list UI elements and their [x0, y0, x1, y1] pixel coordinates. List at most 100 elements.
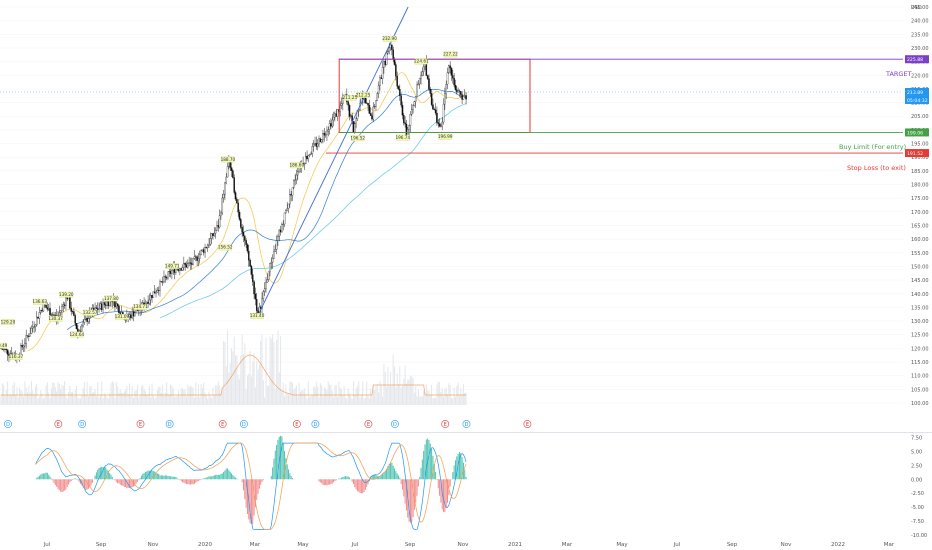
price-label-text: 120.49 [0, 343, 8, 348]
volume-bar [103, 393, 105, 405]
volume-bar [140, 386, 142, 405]
volume-bar [306, 398, 308, 405]
price-label-box [83, 309, 97, 316]
volume-bar [16, 387, 18, 405]
candle-body [189, 262, 192, 264]
candle-body [149, 295, 152, 301]
macd-histogram-bar [461, 457, 463, 480]
volume-bar [297, 396, 299, 405]
macd-histogram-bar [74, 478, 76, 480]
volume-bar [189, 386, 191, 405]
price-tick-label: 205.00 [911, 114, 929, 120]
candle-body [316, 143, 319, 147]
macd-histogram-bar [146, 471, 148, 480]
candle-body [384, 61, 386, 65]
volume-bar [266, 385, 268, 405]
candle-body [26, 335, 29, 337]
volume-bar [286, 393, 288, 405]
volume-bar [398, 384, 399, 405]
macd-histogram-bar [121, 479, 123, 486]
volume-bar [384, 371, 386, 405]
volume-bar [362, 381, 364, 405]
candle-body [392, 49, 394, 60]
macd-histogram-bar [220, 473, 222, 480]
candle-body [442, 103, 445, 123]
macd-histogram-bar [272, 467, 274, 480]
candle-body [179, 268, 181, 271]
candle-body [340, 103, 343, 106]
macd-histogram-bar [86, 479, 88, 490]
volume-bar [203, 382, 205, 405]
candle-body [315, 143, 318, 147]
volume-bar [183, 389, 185, 405]
candle-body [241, 227, 243, 233]
event-marker-label: D [465, 422, 469, 428]
macd-histogram-bar [236, 478, 238, 480]
volume-bar [135, 390, 137, 405]
macd-histogram-bar [416, 479, 418, 496]
price-tick-label: 170.00 [911, 210, 929, 216]
target-label: TARGET [885, 70, 912, 78]
oscillator-tick-label: -10.00 [911, 533, 927, 539]
candle-body [274, 249, 277, 252]
macd-histogram-bar [437, 479, 439, 489]
candle-body [352, 121, 355, 133]
price-point-labels: 120.49 129.20 116.37 136.63 130.37 139.20 124.… [0, 35, 458, 360]
candle-body [240, 219, 242, 228]
candle-body [440, 125, 442, 127]
price-tag-text: 191.52 [907, 151, 923, 157]
macd-histogram-bar [109, 473, 111, 480]
volume-bar [383, 364, 385, 405]
macd-histogram-bar [223, 471, 225, 480]
candle-body [65, 297, 67, 306]
candle-body [74, 315, 76, 324]
volume-bar [359, 397, 361, 405]
price-label-box [438, 133, 452, 140]
candle-body [61, 306, 63, 311]
candle-body [330, 123, 332, 127]
volume-bar [260, 341, 262, 405]
macd-histogram-bar [233, 476, 235, 480]
volume-bar [327, 381, 329, 405]
candle-body [318, 138, 320, 145]
candle-body [414, 96, 417, 102]
drawing-tools[interactable] [0, 6, 903, 318]
candle-body [180, 268, 182, 271]
volume-bar [354, 394, 356, 405]
candle-body [314, 143, 316, 145]
candle-body [230, 167, 233, 171]
macd-histogram-bar [370, 477, 372, 480]
macd-histogram-bar [249, 479, 251, 524]
volume-bar [32, 390, 34, 405]
volume-bar [154, 398, 156, 405]
macd-histogram-bar [118, 479, 120, 484]
candle-body [369, 113, 372, 116]
candle-body [47, 308, 50, 310]
macd-histogram-bar [148, 470, 150, 480]
event-marker [54, 420, 63, 428]
macd-histogram-bar [78, 479, 80, 483]
time-tick-label: Nov [458, 542, 469, 548]
macd-histogram-bar [420, 467, 422, 480]
macd-histogram-bar [188, 479, 190, 485]
candle-body [53, 314, 55, 316]
volume-bar [364, 397, 366, 405]
macd-histogram-bar [134, 479, 136, 486]
volume-bar [269, 336, 271, 405]
price-tag-box [905, 149, 929, 158]
time-axis[interactable]: Jul Sep Nov 2020 Mar May Jul Sep Nov 2021 Mar May Ju… [43, 542, 895, 548]
volume-bar [50, 388, 52, 405]
volume-bar [175, 396, 177, 405]
price-label-text: 137.80 [104, 296, 119, 301]
oscillator-axis[interactable]: 7.50 5.00 2.50 0.00 -2.50 -5.00 -7.50 -10.00 [911, 436, 927, 540]
volume-bar [125, 389, 127, 405]
volume-bar [374, 390, 376, 405]
candle-body [453, 78, 455, 86]
macd-histogram-bar [423, 450, 425, 480]
macd-histogram-bar [53, 479, 55, 484]
time-tick-label: Mar [884, 542, 895, 548]
macd-histogram-bar [327, 479, 329, 485]
macd-histogram-bar [170, 476, 172, 480]
